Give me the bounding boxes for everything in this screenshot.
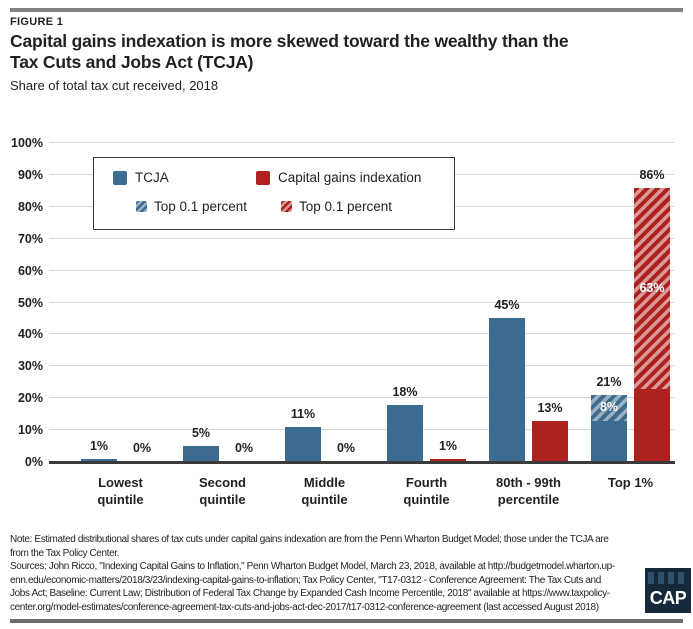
x-category-label-middle-quintile: Middle quintile	[270, 474, 380, 508]
x-category-label-line: 80th - 99th	[495, 475, 561, 490]
plot-area: 0% 10% 20% 30% 40% 50% 60% 70% 80% 90% 100% 1% 0% Low…	[11, 136, 675, 507]
y-tick-label: 10%	[17, 423, 43, 438]
sources-line: Sources: John Ricco, "Indexing Capital G…	[10, 561, 615, 572]
sources-line: Jobs Act; Baseline: Current Law; Distrib…	[10, 588, 610, 599]
sources-line: center.org/model-estimates/conference-ag…	[10, 601, 599, 613]
y-gridline	[49, 301, 675, 303]
bar-red-80th-99th-percentile	[532, 420, 568, 462]
x-category-label-lowest-quintile: Lowest quintile	[66, 474, 176, 508]
bar-value-label-red-80th-99th-percentile: 13%	[537, 400, 563, 415]
y-tick-label: 0%	[24, 455, 43, 469]
legend-label-capital-gains-indexation: Capital gains indexation	[278, 170, 422, 185]
legend-label-tcja: TCJA	[135, 170, 169, 185]
y-gridline	[49, 397, 675, 399]
bar-value-label-blue-top-1: 21%	[596, 375, 622, 390]
y-tick-label: 20%	[17, 391, 43, 406]
y-tick-label: 40%	[17, 327, 43, 342]
y-gridline	[49, 142, 675, 143]
sources-line: enn.edu/economic-matters/2018/3/23/index…	[10, 574, 601, 586]
legend-swatch-capital-gains-indexation	[256, 171, 270, 185]
y-gridline	[49, 269, 675, 271]
bar-inner-label-red-top-1: 63%	[639, 280, 665, 295]
sources-text: Sources: John Ricco, "Indexing Capital G…	[10, 560, 615, 614]
bar-blue-lowest-quintile	[81, 458, 117, 462]
y-gridline	[49, 365, 675, 367]
chart-title-line2: Tax Cuts and Jobs Act (TCJA)	[10, 52, 254, 72]
chart-title: Capital gains indexation is more skewed …	[10, 31, 569, 73]
bar-value-label-red-middle-quintile: 0%	[336, 440, 356, 455]
y-tick-label: 60%	[17, 263, 43, 278]
x-category-label-fourth-quintile: Fourth quintile	[372, 474, 482, 508]
x-category-label-line: Fourth	[405, 475, 448, 490]
y-tick-label: 50%	[17, 295, 43, 310]
x-category-label-line: quintile	[97, 492, 144, 507]
chart-title-line1: Capital gains indexation is more skewed …	[10, 31, 569, 51]
y-tick-label: 100%	[11, 136, 43, 150]
x-category-label-line: quintile	[403, 492, 450, 507]
top-divider-rule	[10, 8, 683, 12]
hatch-top-01-percent-red	[634, 187, 670, 389]
x-category-label-line: Second	[199, 475, 246, 490]
bar-value-label-blue-80th-99th-percentile: 45%	[494, 298, 520, 313]
legend-box: TCJA Capital gains indexation Top 0.1 pe…	[93, 157, 455, 230]
bar-value-label-blue-fourth-quintile: 18%	[392, 384, 418, 399]
bar-value-label-red-top-1: 86%	[639, 167, 665, 182]
bar-red-fourth-quintile	[430, 458, 466, 462]
hatch-top-01-percent-blue	[591, 395, 627, 421]
legend-swatch-top-01-percent-red	[281, 201, 292, 212]
chart-area: 0% 10% 20% 30% 40% 50% 60% 70% 80% 90% 100% 1% 0% Low…	[0, 135, 693, 530]
chart-subtitle: Share of total tax cut received, 2018	[10, 78, 219, 93]
bar-blue-top-1	[591, 395, 627, 462]
y-gridline	[49, 429, 675, 431]
bar-inner-label-blue-top-1: 8%	[599, 400, 619, 415]
x-category-label-second-quintile: Second quintile	[168, 474, 278, 508]
note-text: Note: Estimated distributional shares of…	[10, 533, 609, 560]
bar-value-label-blue-lowest-quintile: 1%	[89, 438, 109, 453]
cap-logo-text: CAP	[649, 588, 687, 608]
y-tick-label: 80%	[17, 199, 43, 214]
bar-value-label-blue-second-quintile: 5%	[191, 426, 211, 441]
y-gridline	[49, 333, 675, 335]
bottom-divider-rule	[10, 619, 683, 623]
x-category-label-line: Lowest	[98, 475, 143, 490]
bar-blue-middle-quintile	[285, 426, 321, 462]
y-tick-label: 70%	[17, 231, 43, 246]
cap-logo: CAP	[645, 568, 691, 613]
x-category-label-line: percentile	[497, 492, 560, 507]
x-category-label-line: quintile	[301, 492, 348, 507]
bar-value-label-red-second-quintile: 0%	[234, 440, 254, 455]
x-category-label-line: Top 1%	[607, 475, 654, 490]
bar-value-label-blue-middle-quintile: 11%	[290, 406, 316, 421]
cap-logo-flag-band	[648, 572, 688, 584]
legend-swatch-tcja	[113, 171, 127, 185]
x-category-label-line: quintile	[199, 492, 246, 507]
x-category-label-80th-99th-percentile: 80th - 99th percentile	[474, 474, 584, 508]
note-line: from the Tax Policy Center.	[10, 547, 120, 559]
bar-red-top-1	[634, 187, 670, 462]
legend-swatch-top-01-percent-blue	[136, 201, 147, 212]
legend-label-top-01-percent-blue: Top 0.1 percent	[154, 199, 248, 214]
y-tick-label: 90%	[17, 167, 43, 182]
bar-value-label-red-fourth-quintile: 1%	[438, 438, 458, 453]
bar-blue-fourth-quintile	[387, 404, 423, 462]
x-category-label-top-1: Top 1%	[576, 474, 686, 491]
x-category-label-line: Middle	[303, 475, 346, 490]
legend-label-top-01-percent-red: Top 0.1 percent	[299, 199, 393, 214]
bar-blue-second-quintile	[183, 446, 219, 462]
figure-number-label: FIGURE 1	[10, 16, 64, 28]
bar-value-label-red-lowest-quintile: 0%	[132, 440, 152, 455]
x-axis-baseline	[49, 460, 675, 464]
note-line: Note: Estimated distributional shares of…	[10, 534, 609, 545]
y-tick-label: 30%	[17, 359, 43, 374]
y-gridline	[49, 237, 675, 239]
bar-blue-80th-99th-percentile	[489, 318, 525, 462]
